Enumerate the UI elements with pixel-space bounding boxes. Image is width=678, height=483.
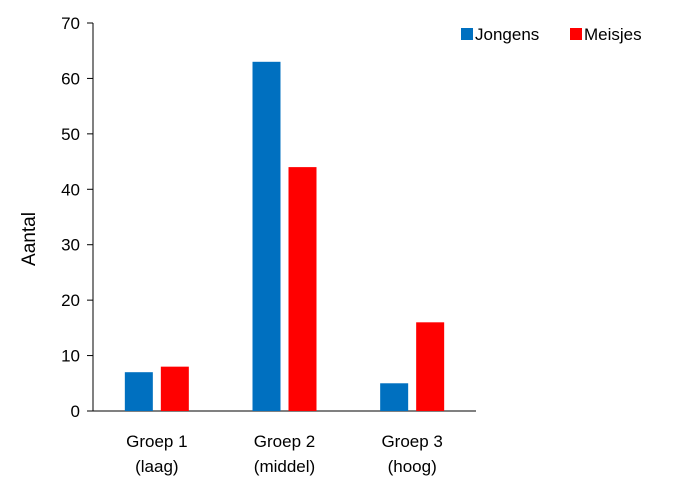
legend: Jongens Meisjes <box>461 25 642 44</box>
bars <box>124 61 445 412</box>
y-tick-label: 10 <box>61 347 80 366</box>
legend-label-jongens: Jongens <box>475 25 539 44</box>
x-tick-label-line: Groep 1 <box>126 432 187 451</box>
x-axis: Groep 1 (laag) Groep 2 (middel) Groep 3 (hoog… <box>93 410 476 476</box>
x-tick-label: Groep 2 (middel) <box>254 432 315 476</box>
y-tick-label: 20 <box>61 291 80 310</box>
y-tick-label: 0 <box>71 402 80 421</box>
bar-meisjes-1 <box>160 366 189 411</box>
legend-label-meisjes: Meisjes <box>584 25 642 44</box>
bar-meisjes-2 <box>288 167 317 411</box>
y-tick-label: 30 <box>61 236 80 255</box>
x-tick-label-line: (laag) <box>135 457 178 476</box>
y-tick-label: 60 <box>61 69 80 88</box>
bar-jongens-3 <box>380 383 409 411</box>
bar-meisjes-3 <box>416 322 445 411</box>
legend-swatch-meisjes <box>570 28 582 40</box>
x-tick-label: Groep 1 (laag) <box>126 432 187 476</box>
x-tick-label-line: Groep 2 <box>254 432 315 451</box>
y-axis-title: Aantal <box>19 212 40 266</box>
y-tick-label: 40 <box>61 180 80 199</box>
bar-jongens-2 <box>252 61 281 412</box>
x-tick-label-line: (middel) <box>254 457 315 476</box>
x-tick-label-line: Groep 3 <box>381 432 442 451</box>
legend-swatch-jongens <box>461 28 473 40</box>
x-tick-label: Groep 3 (hoog) <box>381 432 442 476</box>
x-tick-label-line: (hoog) <box>388 457 437 476</box>
y-tick-label: 70 <box>61 14 80 33</box>
y-tick-label: 50 <box>61 125 80 144</box>
y-axis: 0 10 20 30 40 50 60 70 <box>61 14 94 421</box>
bar-jongens-1 <box>124 372 153 411</box>
